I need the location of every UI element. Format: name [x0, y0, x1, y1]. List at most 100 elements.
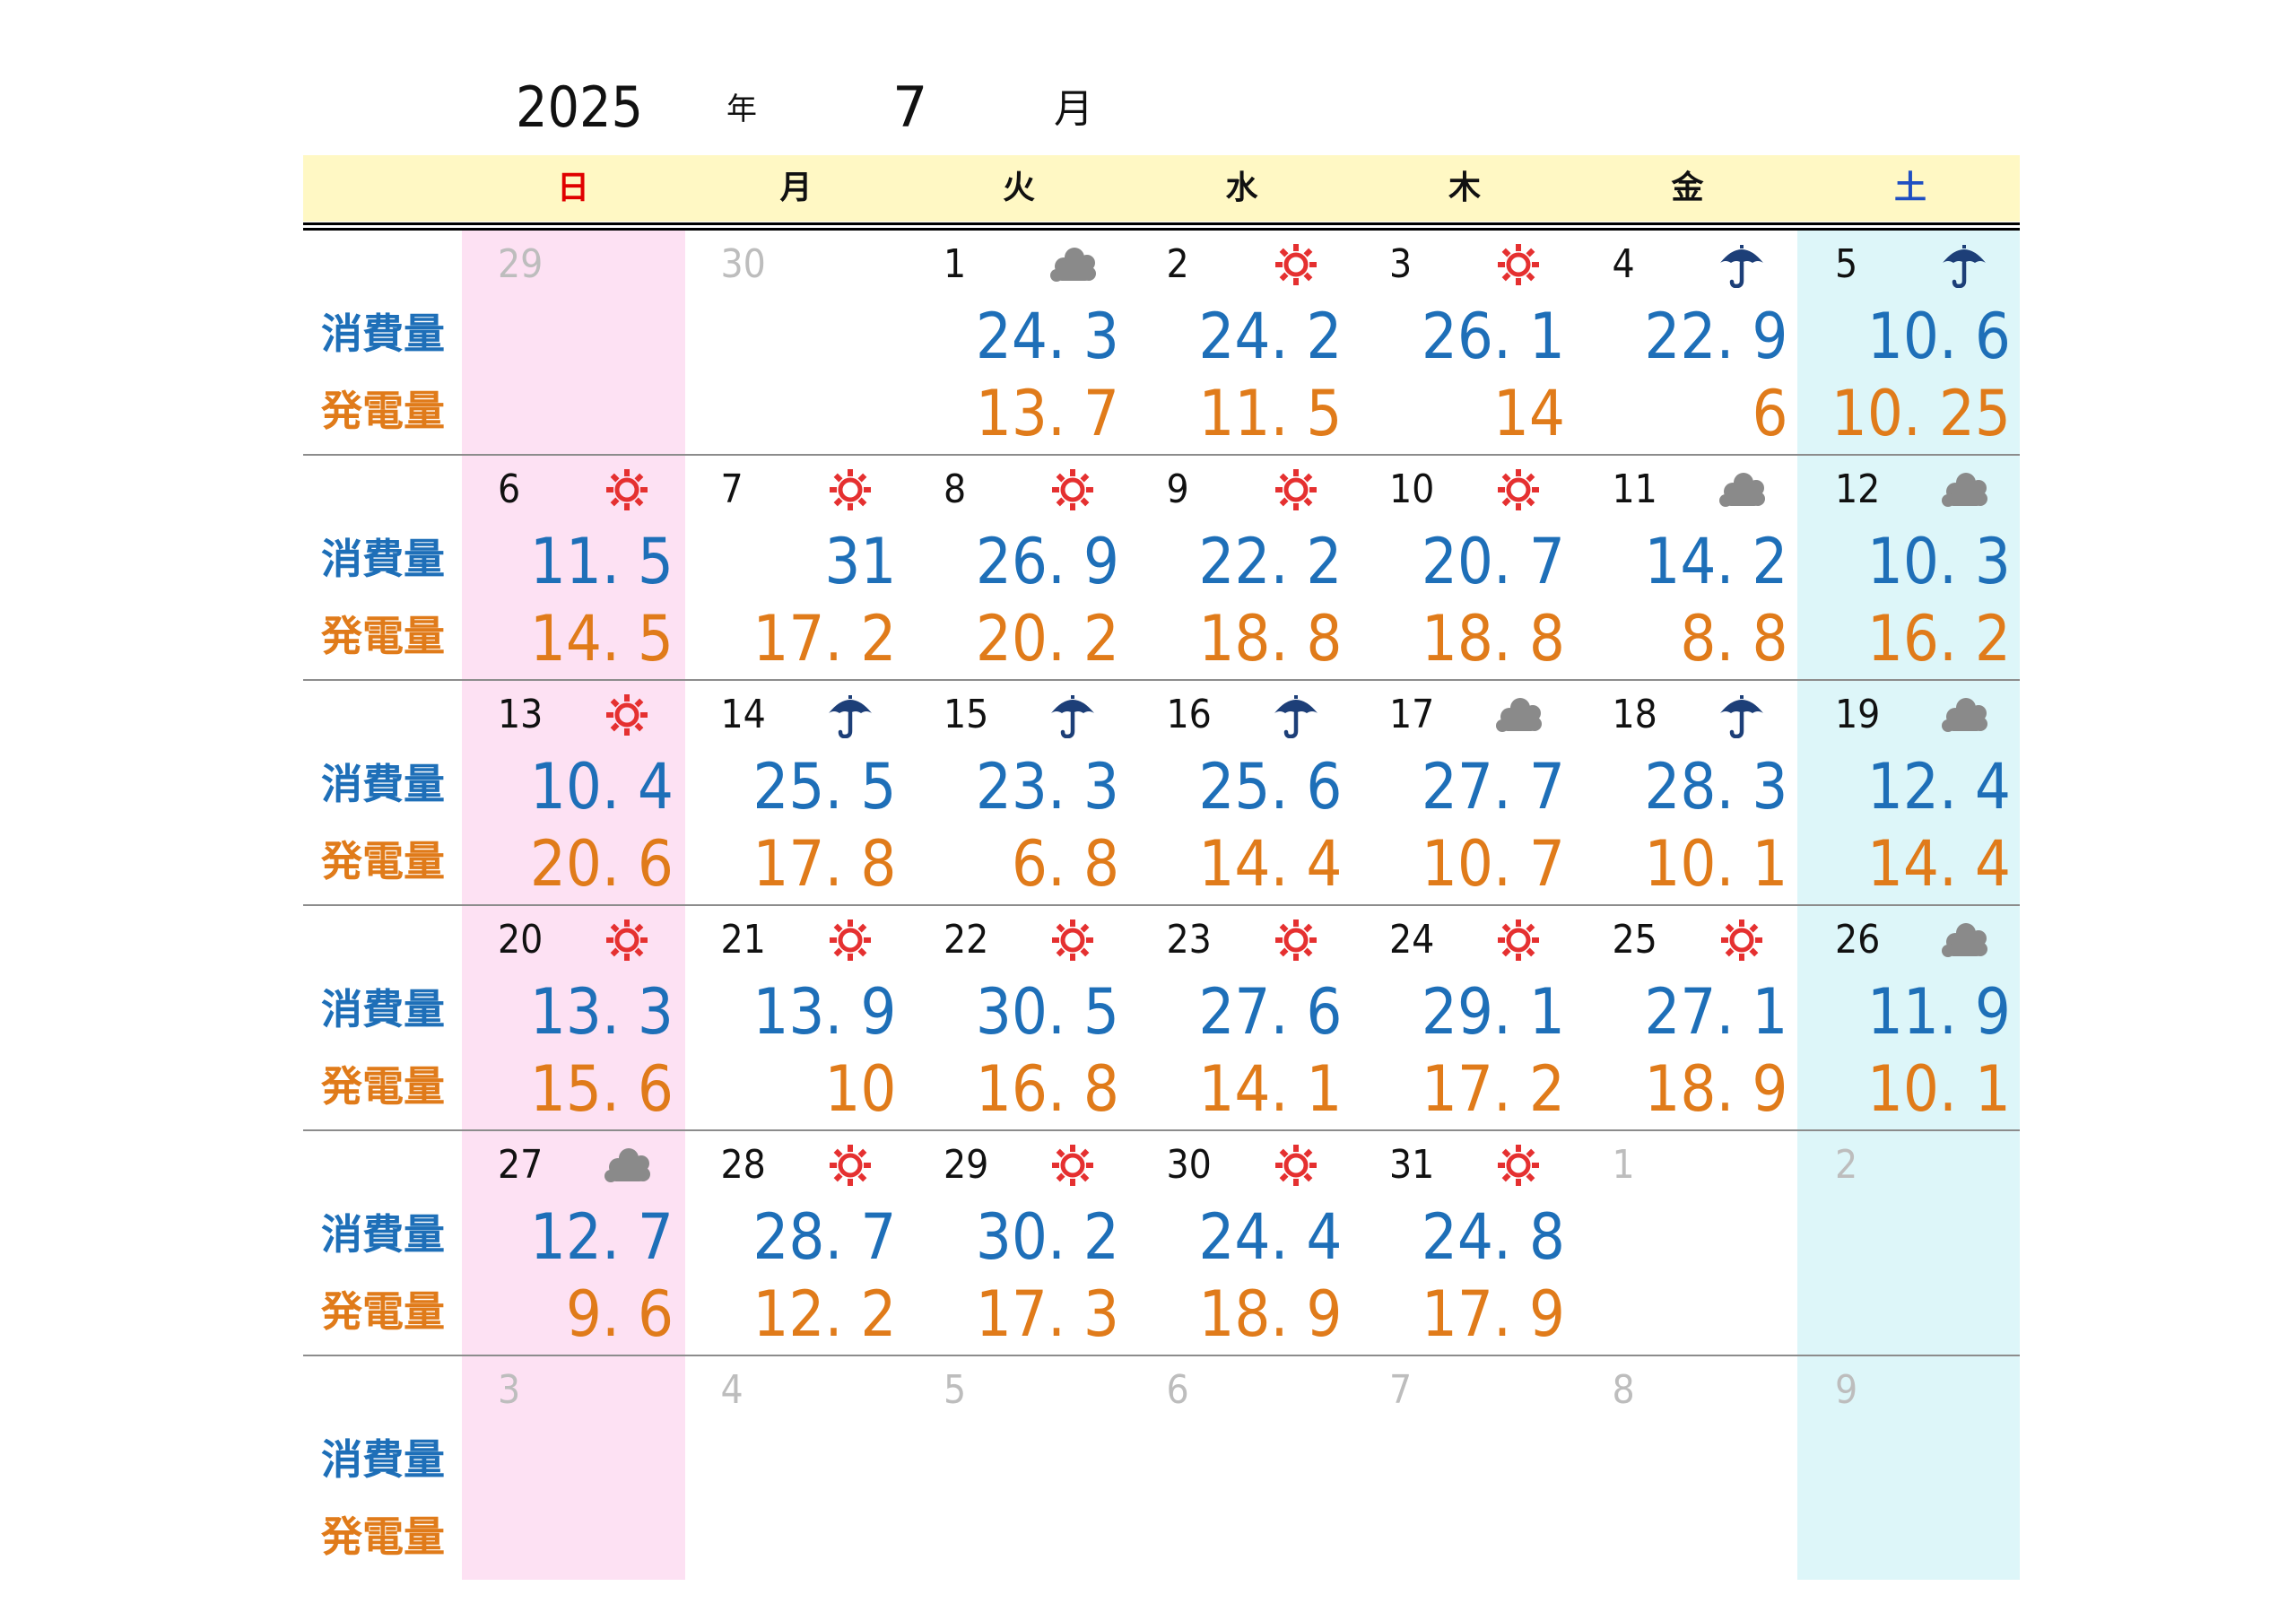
consumption-value: 28. 7 [752, 1200, 897, 1274]
consumption-value: 10. 4 [529, 750, 674, 824]
day-cell[interactable]: 22 30. 5 16. 8 [908, 906, 1130, 1129]
day-cell[interactable]: 5 10. 6 10. 25 [1799, 231, 2022, 454]
generation-label: 発電量 [321, 612, 445, 660]
generation-value: 16. 8 [975, 1052, 1119, 1126]
day-cell[interactable]: 10 20. 7 18. 8 [1353, 456, 1576, 679]
generation-value: 17. 8 [752, 827, 897, 901]
day-cell[interactable]: 8 26. 9 20. 2 [908, 456, 1130, 679]
day-cell[interactable]: 6 11. 5 14. 5 [462, 456, 684, 679]
consumption-value: 10. 3 [1866, 525, 2011, 598]
umbrella-icon [825, 692, 875, 738]
weekday-4: 木 [1448, 170, 1481, 206]
generation-value: 11. 5 [1198, 377, 1343, 450]
week-divider [303, 679, 2020, 681]
day-cell[interactable]: 28 28. 7 12. 2 [685, 1131, 908, 1355]
weekday-6: 土 [1893, 170, 1926, 206]
day-number: 19 [1835, 692, 1881, 737]
sun-icon [1048, 1142, 1098, 1189]
day-cell[interactable]: 2 [1799, 1131, 2022, 1355]
consumption-value: 12. 7 [529, 1200, 674, 1274]
generation-value: 10. 25 [1831, 377, 2011, 450]
generation-value: 18. 8 [1421, 602, 1565, 675]
cloudy-icon [1939, 692, 1989, 738]
day-cell[interactable]: 31 24. 8 17. 9 [1353, 1131, 1576, 1355]
day-number: 4 [1612, 241, 1635, 287]
consumption-value: 27. 1 [1644, 975, 1788, 1049]
generation-value: 18. 9 [1198, 1277, 1343, 1351]
sun-icon [1271, 917, 1321, 963]
day-cell[interactable]: 1 24. 3 13. 7 [908, 231, 1130, 454]
sun-icon [1271, 466, 1321, 513]
day-number: 10 [1389, 466, 1435, 512]
sun-icon [602, 692, 652, 738]
consumption-value: 12. 4 [1866, 750, 2011, 824]
day-number: 1 [944, 241, 967, 287]
day-cell[interactable]: 14 25. 5 17. 8 [685, 681, 908, 904]
day-cell[interactable]: 11 14. 2 8. 8 [1577, 456, 1799, 679]
sun-icon [1717, 917, 1767, 963]
day-cell[interactable]: 7 [1353, 1356, 1576, 1580]
day-number: 22 [944, 917, 989, 963]
day-cell[interactable]: 1 [1577, 1131, 1799, 1355]
day-cell[interactable]: 6 [1131, 1356, 1353, 1580]
day-cell[interactable]: 3 [462, 1356, 684, 1580]
weekday-0: 日 [556, 170, 589, 206]
umbrella-icon [1271, 692, 1321, 738]
day-cell[interactable]: 3 26. 1 14 [1353, 231, 1576, 454]
generation-label: 発電量 [321, 1287, 445, 1336]
day-cell[interactable]: 21 13. 9 10 [685, 906, 908, 1129]
month-value: 7 [892, 74, 928, 140]
calendar-header: 2025 年 7 月 [0, 72, 2296, 153]
consumption-value: 22. 2 [1198, 525, 1343, 598]
day-cell[interactable]: 5 [908, 1356, 1130, 1580]
generation-value: 20. 6 [529, 827, 674, 901]
day-cell[interactable]: 4 [685, 1356, 908, 1580]
sun-icon [1048, 466, 1098, 513]
umbrella-icon [1717, 241, 1767, 288]
generation-value: 20. 2 [975, 602, 1119, 675]
day-cell[interactable]: 23 27. 6 14. 1 [1131, 906, 1353, 1129]
generation-label: 発電量 [321, 1512, 445, 1561]
day-cell[interactable]: 19 12. 4 14. 4 [1799, 681, 2022, 904]
generation-label: 発電量 [321, 387, 445, 435]
day-number: 12 [1835, 466, 1881, 512]
week-divider [303, 1355, 2020, 1356]
sun-icon [825, 917, 875, 963]
consumption-value: 23. 3 [975, 750, 1119, 824]
consumption-value: 24. 4 [1198, 1200, 1343, 1274]
generation-value: 10. 1 [1644, 827, 1788, 901]
consumption-label: 消費量 [321, 309, 445, 358]
day-cell[interactable]: 29 [462, 231, 684, 454]
generation-value: 14 [1492, 377, 1565, 450]
day-cell[interactable]: 26 11. 9 10. 1 [1799, 906, 2022, 1129]
day-cell[interactable]: 17 27. 7 10. 7 [1353, 681, 1576, 904]
day-cell[interactable]: 9 [1799, 1356, 2022, 1580]
day-cell[interactable]: 20 13. 3 15. 6 [462, 906, 684, 1129]
day-number: 5 [944, 1367, 967, 1413]
day-cell[interactable]: 30 24. 4 18. 9 [1131, 1131, 1353, 1355]
month-label: 月 [1054, 86, 1093, 132]
weekday-5: 金 [1671, 170, 1704, 206]
year-label: 年 [726, 92, 757, 127]
day-cell[interactable]: 2 24. 2 11. 5 [1131, 231, 1353, 454]
umbrella-icon [1048, 692, 1098, 738]
day-cell[interactable]: 24 29. 1 17. 2 [1353, 906, 1576, 1129]
day-cell[interactable]: 29 30. 2 17. 3 [908, 1131, 1130, 1355]
day-cell[interactable]: 27 12. 7 9. 6 [462, 1131, 684, 1355]
umbrella-icon [1939, 241, 1989, 288]
day-cell[interactable]: 16 25. 6 14. 4 [1131, 681, 1353, 904]
day-cell[interactable]: 13 10. 4 20. 6 [462, 681, 684, 904]
day-cell[interactable]: 15 23. 3 6. 8 [908, 681, 1130, 904]
day-number: 3 [1389, 241, 1413, 287]
day-cell[interactable]: 8 [1577, 1356, 1799, 1580]
day-cell[interactable]: 7 31 17. 2 [685, 456, 908, 679]
day-cell[interactable]: 9 22. 2 18. 8 [1131, 456, 1353, 679]
day-cell[interactable]: 12 10. 3 16. 2 [1799, 456, 2022, 679]
day-cell[interactable]: 25 27. 1 18. 9 [1577, 906, 1799, 1129]
day-cell[interactable]: 18 28. 3 10. 1 [1577, 681, 1799, 904]
consumption-value: 25. 5 [752, 750, 897, 824]
day-cell[interactable]: 30 [685, 231, 908, 454]
consumption-label: 消費量 [321, 535, 445, 583]
cloudy-icon [1048, 241, 1098, 288]
